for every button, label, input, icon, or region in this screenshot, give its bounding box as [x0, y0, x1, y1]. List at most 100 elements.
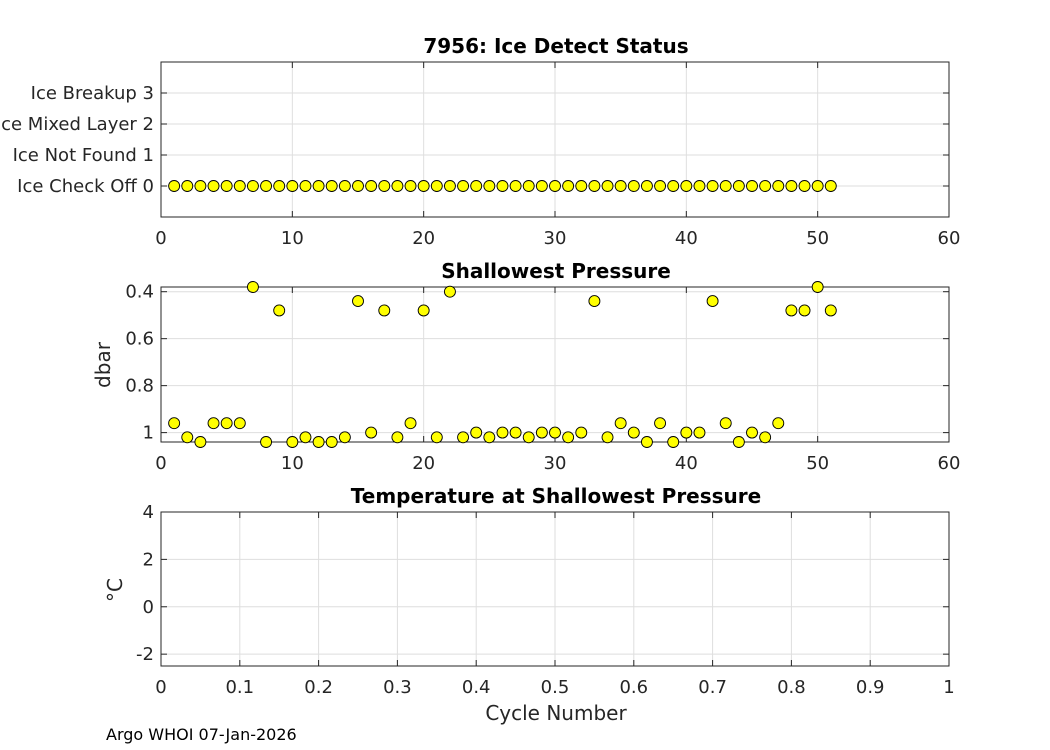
- pressure-data-point: [693, 426, 706, 439]
- footer-credit: Argo WHOI 07-Jan-2026: [106, 725, 297, 744]
- pressure-ytick-label: 1: [143, 423, 154, 444]
- ice-status-data-point: [443, 180, 456, 192]
- temperature-xtick-label: 0.4: [462, 677, 491, 698]
- pressure-data-point: [667, 436, 680, 448]
- ice-status-data-point: [325, 180, 338, 192]
- ice-status-data-point: [811, 180, 824, 192]
- temperature-title: Temperature at Shallowest Pressure: [351, 484, 761, 508]
- ice-status-data-point: [549, 180, 561, 192]
- pressure-data-point: [785, 304, 798, 317]
- pressure-data-point: [680, 426, 693, 439]
- pressure-data-point: [181, 431, 194, 444]
- ice-status-ytick-label: Ice Check Off 0: [17, 176, 154, 197]
- ice-status-data-point: [798, 180, 811, 192]
- pressure-data-point: [496, 426, 509, 439]
- ice-status-data-point: [824, 180, 837, 192]
- ice-status-xtick-label: 10: [281, 228, 304, 249]
- ice-status-data-point: [246, 180, 259, 192]
- ice-status-axes: 0 10 20 30 40 50 60 Ice Check Off 0 Ice Not Foun…: [0, 61, 961, 249]
- temperature-ytick-label: 2: [143, 549, 154, 570]
- pressure-data-point: [457, 431, 470, 444]
- pressure-data-point: [404, 417, 417, 430]
- pressure-xtick-label: 40: [675, 453, 698, 474]
- pressure-data-point: [522, 431, 535, 444]
- ice-status-xtick-label: 60: [938, 228, 961, 249]
- ice-status-ytick-label: Ice Breakup 3: [31, 83, 154, 104]
- ice-status-data-point: [378, 180, 391, 192]
- ice-status-data-point: [338, 180, 351, 192]
- pressure-data-point: [654, 417, 667, 430]
- pressure-data-point: [824, 304, 837, 317]
- pressure-data-point: [640, 436, 653, 448]
- temperature-xtick-label: 0.7: [698, 677, 727, 698]
- ice-status-data-point: [601, 180, 614, 192]
- pressure-data-point: [732, 436, 745, 448]
- ice-status-ytick-label: Ice Not Found 1: [13, 145, 154, 166]
- pressure-xtick-label: 50: [806, 453, 829, 474]
- pressure-data-point: [535, 426, 548, 439]
- pressure-data-point: [627, 426, 640, 439]
- ice-detect-status-panel: 0 10 20 30 40 50 60 Ice Check Off 0 Ice Not Foun…: [0, 34, 960, 249]
- pressure-data-point: [417, 304, 430, 317]
- ice-status-data-point: [693, 180, 706, 192]
- pressure-data-point: [391, 431, 404, 444]
- pressure-data-point: [719, 417, 732, 430]
- ice-status-xtick-label: 40: [675, 228, 698, 249]
- ice-detect-status-title: 7956: Ice Detect Status: [423, 34, 688, 58]
- ice-status-data-point: [496, 180, 509, 192]
- pressure-ytick-label: 0.8: [125, 376, 154, 397]
- ice-status-data-point: [627, 180, 640, 192]
- temperature-ytick-label: 4: [143, 502, 154, 523]
- pressure-data-point: [220, 417, 233, 430]
- pressure-data-point: [549, 426, 561, 439]
- ice-status-xtick-label: 30: [544, 228, 567, 249]
- ice-status-data-point: [207, 180, 220, 192]
- pressure-data-point: [443, 285, 456, 298]
- ice-status-data-point: [312, 180, 325, 192]
- temperature-xtick-label: 0: [155, 677, 166, 698]
- ice-status-data-point: [391, 180, 404, 192]
- ice-status-data-point: [575, 180, 588, 192]
- pressure-ytick-label: 0.6: [125, 329, 154, 350]
- ice-status-data-point: [719, 180, 732, 192]
- temperature-xtick-label: 0.2: [304, 677, 333, 698]
- ice-status-xtick-label: 0: [155, 228, 166, 249]
- temperature-xtick-label: 0.5: [541, 677, 570, 698]
- pressure-xtick-label: 20: [412, 453, 435, 474]
- pressure-data-point: [483, 431, 496, 444]
- pressure-data-point: [260, 436, 273, 448]
- pressure-data-point: [207, 417, 220, 430]
- ice-status-data-point: [509, 180, 522, 192]
- shallowest-pressure-panel: 0 10 20 30 40 50 60 0.4 0.6 0.8 1 Shallowest Press…: [91, 259, 960, 474]
- ice-status-data-point: [220, 180, 233, 192]
- pressure-xtick-label: 10: [281, 453, 304, 474]
- pressure-xtick-label: 60: [938, 453, 961, 474]
- pressure-data-point: [246, 281, 259, 293]
- pressure-data-point: [352, 295, 364, 308]
- pressure-data-point: [299, 431, 312, 444]
- pressure-data-point: [706, 295, 719, 308]
- pressure-data-point: [286, 436, 299, 448]
- ice-status-data-point: [457, 180, 470, 192]
- ice-status-data-point: [680, 180, 693, 192]
- pressure-data-point: [509, 426, 522, 439]
- pressure-data-point: [772, 417, 785, 430]
- pressure-data-point: [798, 304, 811, 317]
- pressure-data-point: [759, 431, 772, 444]
- ice-status-data-point: [430, 180, 443, 192]
- ice-status-data-point: [522, 180, 535, 192]
- cycle-number-xlabel: Cycle Number: [485, 701, 627, 725]
- pressure-data-point: [273, 304, 286, 317]
- ice-status-data-point: [299, 180, 312, 192]
- pressure-ytick-label: 0.4: [125, 282, 154, 303]
- pressure-data-point: [430, 431, 443, 444]
- ice-status-data-point: [168, 180, 181, 192]
- temperature-xtick-label: 0.6: [619, 677, 648, 698]
- ice-status-data-point: [233, 180, 246, 192]
- pressure-data-point: [575, 426, 588, 439]
- ice-status-ytick-label: Ice Mixed Layer 2: [0, 114, 154, 135]
- pressure-data-point: [470, 426, 483, 439]
- ice-status-data-point: [588, 180, 601, 192]
